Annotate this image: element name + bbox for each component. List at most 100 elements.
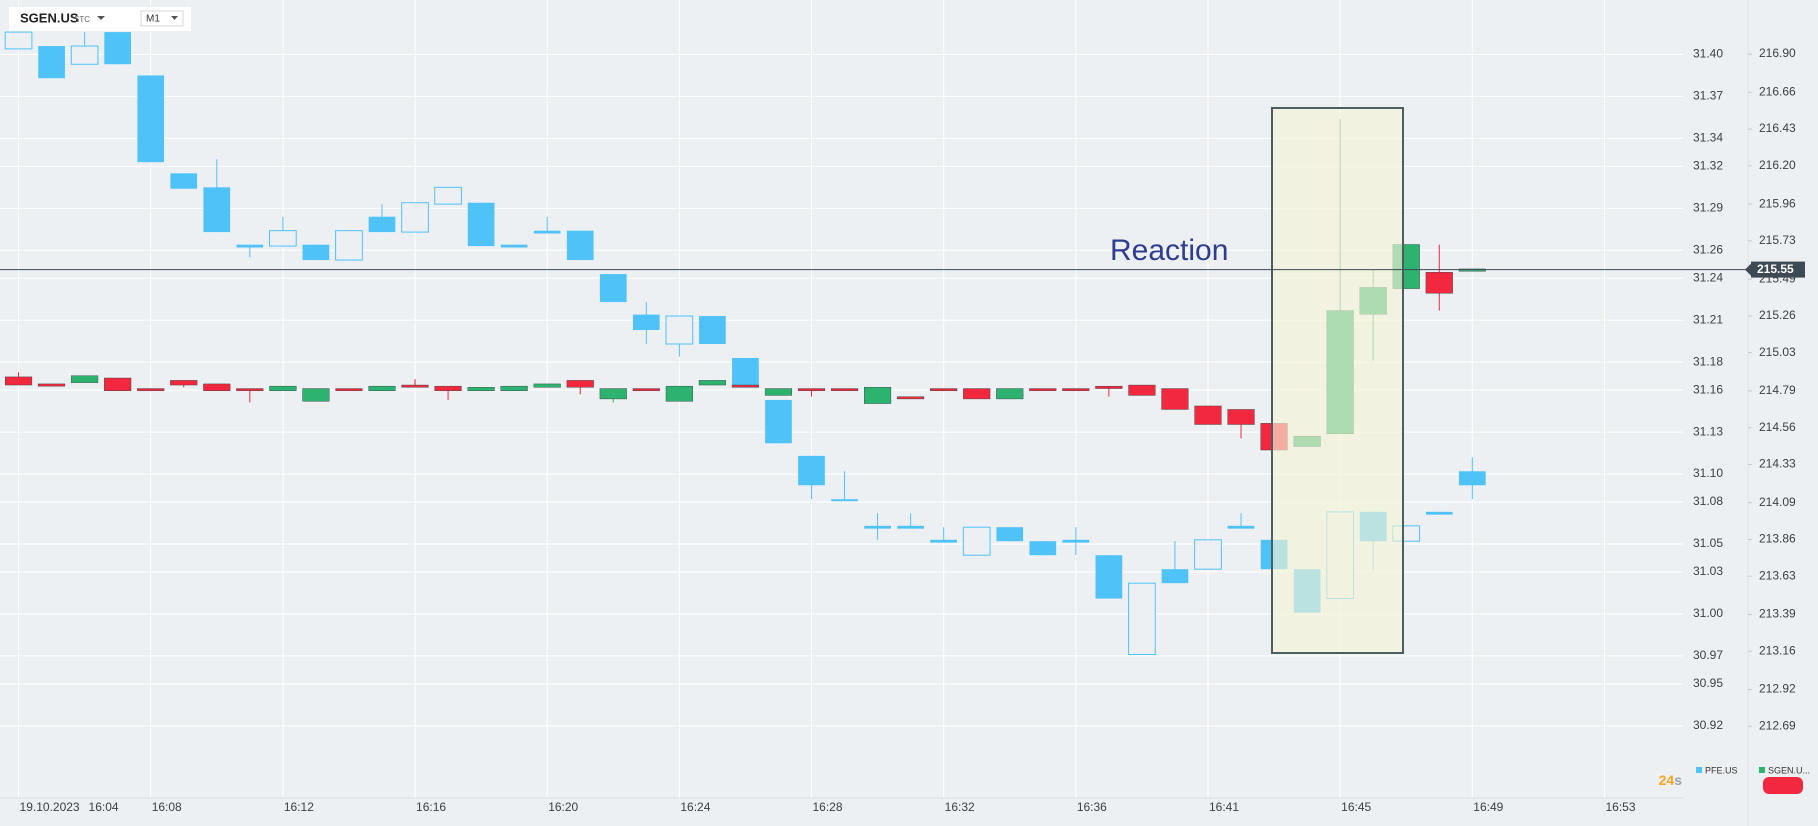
candle-body <box>335 388 363 391</box>
y-tick-label: 31.34 <box>1693 131 1723 145</box>
candle-body <box>962 526 991 556</box>
legend-badge <box>1763 777 1803 794</box>
candle-body <box>236 388 264 391</box>
highlight-box <box>1271 107 1404 654</box>
countdown-value: 24 <box>1659 772 1675 788</box>
candle-body <box>1194 539 1222 570</box>
candle-body <box>1062 388 1090 391</box>
candle-body <box>1161 569 1189 584</box>
timeframe-box[interactable] <box>140 10 184 27</box>
x-tick-label: 16:28 <box>813 800 843 814</box>
y2-tick-label: 216.20 <box>1759 158 1796 172</box>
candle-body <box>401 384 429 388</box>
x-tick-label: 16:36 <box>1077 800 1107 814</box>
candle-body <box>269 385 297 391</box>
candle-body <box>137 75 165 163</box>
candle-body <box>1227 409 1255 425</box>
y2-tick-label: 214.33 <box>1759 457 1796 471</box>
candle-body <box>269 230 297 247</box>
y-tick-label: 31.13 <box>1693 424 1723 438</box>
y2-tick-label: 214.09 <box>1759 495 1796 509</box>
candle-body <box>467 202 495 247</box>
y2-tick-label: 214.79 <box>1759 383 1796 397</box>
y-tick-label: 31.21 <box>1693 312 1723 326</box>
candle-body <box>1425 511 1453 515</box>
candle-body <box>1194 405 1222 425</box>
candle-body <box>1029 541 1057 556</box>
x-tick-label: 16:16 <box>416 800 446 814</box>
candle-body <box>1161 388 1189 410</box>
candle-body <box>599 274 627 303</box>
countdown-unit: s <box>1674 772 1682 788</box>
candle-body <box>236 244 264 248</box>
y2-tick-label: 213.63 <box>1759 568 1796 582</box>
candle-body <box>566 230 594 261</box>
candle-body <box>831 499 858 502</box>
candle-body <box>38 383 66 387</box>
candle-body <box>203 187 231 233</box>
x-tick-label: 16:41 <box>1209 800 1239 814</box>
x-tick-label: 16:45 <box>1341 800 1371 814</box>
y2-tick-label: 213.86 <box>1759 532 1796 546</box>
candle-body <box>996 388 1024 400</box>
candle-body <box>401 202 429 233</box>
candle-body <box>1128 582 1156 656</box>
dropdown-arrow[interactable] <box>97 16 105 20</box>
y2-tick-label: 214.56 <box>1759 420 1796 434</box>
candle-body <box>897 396 925 400</box>
y-tick-label: 31.18 <box>1693 354 1723 368</box>
candle-body <box>897 525 924 529</box>
candle-body <box>302 244 330 261</box>
x-tick-label: 16:49 <box>1473 800 1503 814</box>
candle-body <box>599 388 627 400</box>
x-date-label: 19.10.2023 <box>20 800 80 814</box>
candle-body <box>764 388 793 396</box>
y2-tick-label: 213.16 <box>1759 643 1796 657</box>
y-tick-label: 31.24 <box>1693 270 1723 284</box>
y-tick-label: 31.37 <box>1693 89 1723 103</box>
candle-body <box>699 316 726 344</box>
x-tick-label: 16:32 <box>945 800 975 814</box>
candle-body <box>71 375 99 383</box>
y2-tick-label: 212.92 <box>1759 682 1796 696</box>
candle-body <box>665 385 693 402</box>
candle-body <box>1128 384 1156 396</box>
candle-body <box>4 31 33 50</box>
candle-body <box>500 385 528 391</box>
countdown: 24s <box>1659 772 1683 788</box>
y2-tick-label: 215.96 <box>1759 196 1796 210</box>
candle-body <box>533 383 561 388</box>
dropdown-arrow[interactable] <box>171 16 178 20</box>
candle-body <box>797 388 826 391</box>
y-tick-label: 31.40 <box>1693 47 1723 61</box>
candle-body <box>1425 272 1453 294</box>
y2-tick-label: 215.73 <box>1759 233 1796 247</box>
candle-body <box>104 32 132 65</box>
symbol-tag: STC <box>74 15 90 24</box>
candle-body <box>104 377 132 391</box>
legend-swatch <box>1759 767 1765 773</box>
candle-body <box>1095 385 1123 389</box>
annotation: Reaction <box>1110 234 1228 267</box>
axes: 31.40 31.37 31.34 31.32 31.29 31.26 31.24 31.21… <box>0 46 1805 814</box>
x-tick-label: 16:04 <box>89 800 119 814</box>
candle-body <box>930 388 958 391</box>
x-tick-label: 16:53 <box>1605 800 1635 814</box>
candle-body <box>533 230 561 234</box>
candle-body <box>864 387 892 404</box>
symbol-widget[interactable]: SGEN.US STC M1 <box>9 7 191 31</box>
candle-body <box>864 525 891 529</box>
y-tick-label: 30.92 <box>1693 718 1723 732</box>
x-tick-label: 16:20 <box>548 800 578 814</box>
candle-body <box>665 315 694 345</box>
candle-body <box>996 527 1024 542</box>
candle-body <box>566 380 594 388</box>
legend-label: SGEN.U... <box>1768 765 1810 775</box>
candle-body <box>963 388 991 400</box>
candle-body <box>930 539 958 543</box>
price-label-box <box>1751 261 1805 278</box>
legend-swatch <box>1696 767 1702 773</box>
y-tick-label: 31.29 <box>1693 200 1723 214</box>
candle-body <box>335 230 363 261</box>
